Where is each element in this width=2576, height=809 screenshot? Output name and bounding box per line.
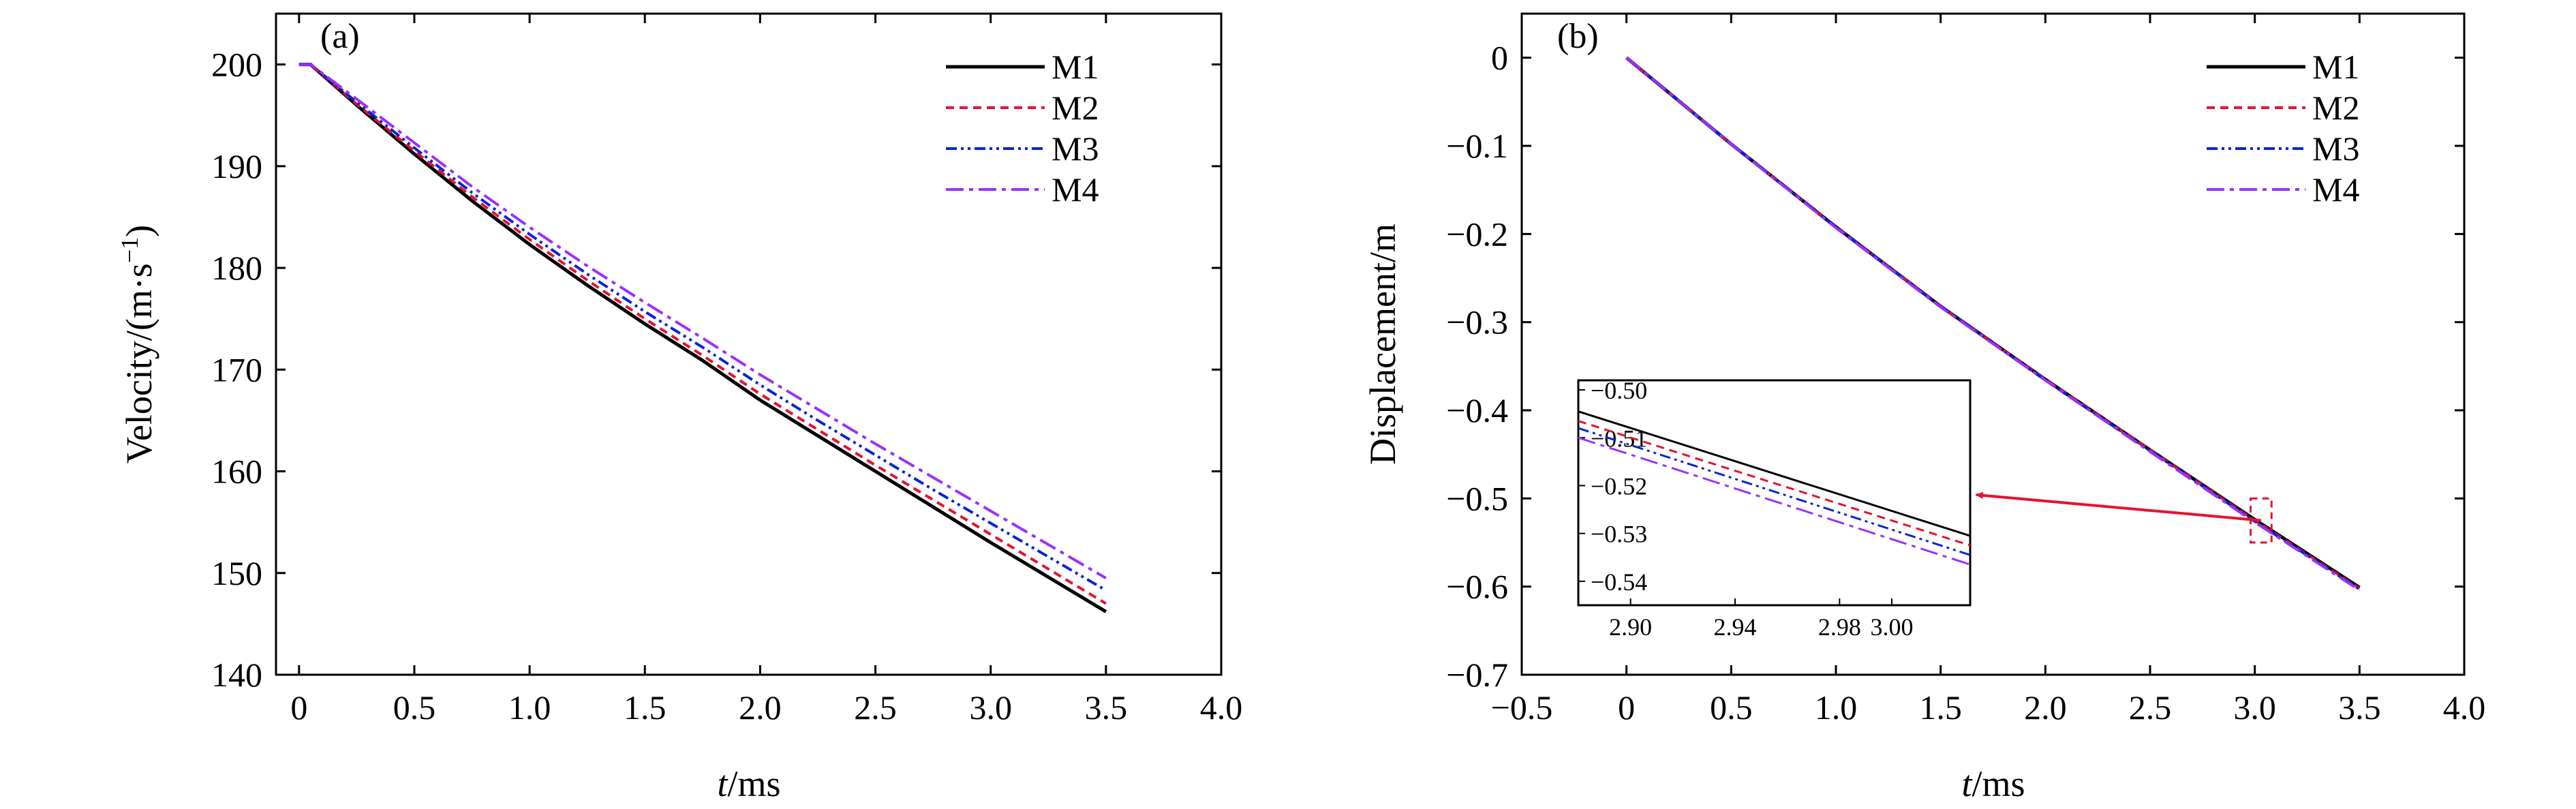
legend-label-m1: M1 [1052, 48, 1099, 86]
x-tick-label: 2.5 [2129, 688, 2172, 727]
velocity-line-m4 [298, 63, 1107, 579]
zoom-arrow [1975, 491, 2262, 522]
y-tick-label: 200 [211, 46, 262, 84]
y-tick-label: −0.5 [1446, 479, 1508, 517]
y-axis-title: Velocity/(m·s−1) [116, 225, 159, 463]
x-tick-label: 3.0 [969, 688, 1012, 727]
inset-line-m2 [1578, 420, 1971, 547]
inset-frame [1577, 379, 1972, 607]
x-tick-label: 0.5 [393, 688, 436, 727]
y-tick-label: 140 [211, 656, 262, 694]
inset-y-tick-label: −0.53 [1591, 521, 1647, 548]
series-lines [1625, 56, 2361, 592]
displacement-chart: −0.5 0 0.5 1.0 1.5 2.0 2.5 3.0 3.5 4.00−0.1−0.2−0… [1362, 12, 2485, 804]
x-tick-label: 2.0 [739, 688, 782, 727]
y-tick-label: −0.3 [1446, 303, 1508, 341]
x-tick-label: 1.0 [508, 688, 551, 727]
y-tick-label: 170 [211, 350, 262, 388]
y-tick-label: −0.7 [1446, 656, 1508, 694]
displacement-line-m4 [1625, 57, 2361, 592]
inset-tick-marks: 2.90 2.94 2.98 3.00−0.50−0.51−0.52−0.53−0.5… [1578, 377, 1914, 641]
plot-frame [1520, 12, 2466, 676]
x-tick-label: 2.5 [854, 688, 897, 727]
x-tick-label: 3.5 [2338, 688, 2381, 727]
y-axis-title: Displacement/m [1362, 224, 1403, 465]
velocity-line-m1 [298, 63, 1107, 613]
inset-x-tick-label: 2.94 [1714, 613, 1757, 641]
x-tick-label: 3.5 [1085, 688, 1128, 727]
tick-marks: 0 0.5 1.0 1.5 2.0 2.5 3.0 3.5 4.0 140 150 160 170 180… [211, 14, 1242, 727]
y-tick-label: 190 [211, 147, 262, 185]
x-tick-label: 1.5 [1919, 688, 1962, 727]
y-tick-label: −0.4 [1446, 391, 1508, 429]
legend-label-m4: M4 [2312, 170, 2359, 209]
inset-series-lines [1578, 410, 1971, 566]
inset-y-tick-label: −0.52 [1591, 472, 1647, 500]
tick-marks: −0.5 0 0.5 1.0 1.5 2.0 2.5 3.0 3.5 4.00−0.1−0.2−0… [1446, 14, 2485, 727]
legend-label-m1: M1 [2312, 48, 2359, 86]
inset-x-tick-label: 2.90 [1609, 613, 1652, 641]
x-axis-title: t/ms [1961, 763, 2025, 804]
inset-line-m4 [1578, 436, 1971, 566]
panel-tag: (b) [1557, 17, 1599, 56]
legend-label-m2: M2 [2312, 89, 2359, 127]
panel-tag: (a) [320, 17, 360, 56]
series-lines [298, 63, 1107, 613]
inset-y-tick-label: −0.54 [1591, 568, 1647, 596]
inset-y-tick-label: −0.50 [1591, 377, 1647, 404]
x-tick-label: 1.0 [1815, 688, 1858, 727]
plot-frame [275, 12, 1223, 676]
x-tick-label: −0.5 [1491, 688, 1553, 727]
x-tick-label: 2.0 [2024, 688, 2067, 727]
inset-x-tick-label: 3.00 [1871, 613, 1914, 641]
y-tick-label: −0.6 [1446, 568, 1508, 606]
x-tick-label: 4.0 [1200, 688, 1243, 727]
legend-label-m3: M3 [1052, 129, 1099, 168]
y-tick-label: 160 [211, 453, 262, 491]
inset-line-m1 [1578, 410, 1971, 537]
x-tick-label: 0.5 [1710, 688, 1753, 727]
inset-chart: 2.90 2.94 2.98 3.00−0.50−0.51−0.52−0.53−0.5… [1577, 377, 1972, 641]
velocity-line-m2 [298, 63, 1107, 605]
inset-x-tick-label: 2.98 [1818, 613, 1861, 641]
y-tick-label: −0.2 [1446, 215, 1508, 253]
x-tick-label: 0 [1618, 688, 1635, 727]
inset-line-m3 [1578, 427, 1971, 556]
y-tick-label: 0 [1491, 39, 1508, 77]
legend-label-m2: M2 [1052, 89, 1099, 127]
y-tick-label: 150 [211, 554, 262, 592]
velocity-chart: 0 0.5 1.0 1.5 2.0 2.5 3.0 3.5 4.0 140 150 160 170 180… [116, 12, 1242, 804]
x-axis-title: t/ms [717, 763, 780, 804]
legend-label-m4: M4 [1052, 170, 1099, 209]
velocity-line-m3 [298, 63, 1107, 592]
y-tick-label: 180 [211, 249, 262, 287]
x-tick-label: 0 [290, 688, 307, 727]
legend-label-m3: M3 [2312, 129, 2359, 168]
y-tick-label: −0.1 [1446, 127, 1508, 165]
x-tick-label: 3.0 [2233, 688, 2276, 727]
x-tick-label: 1.5 [624, 688, 666, 727]
x-tick-label: 4.0 [2443, 688, 2486, 727]
